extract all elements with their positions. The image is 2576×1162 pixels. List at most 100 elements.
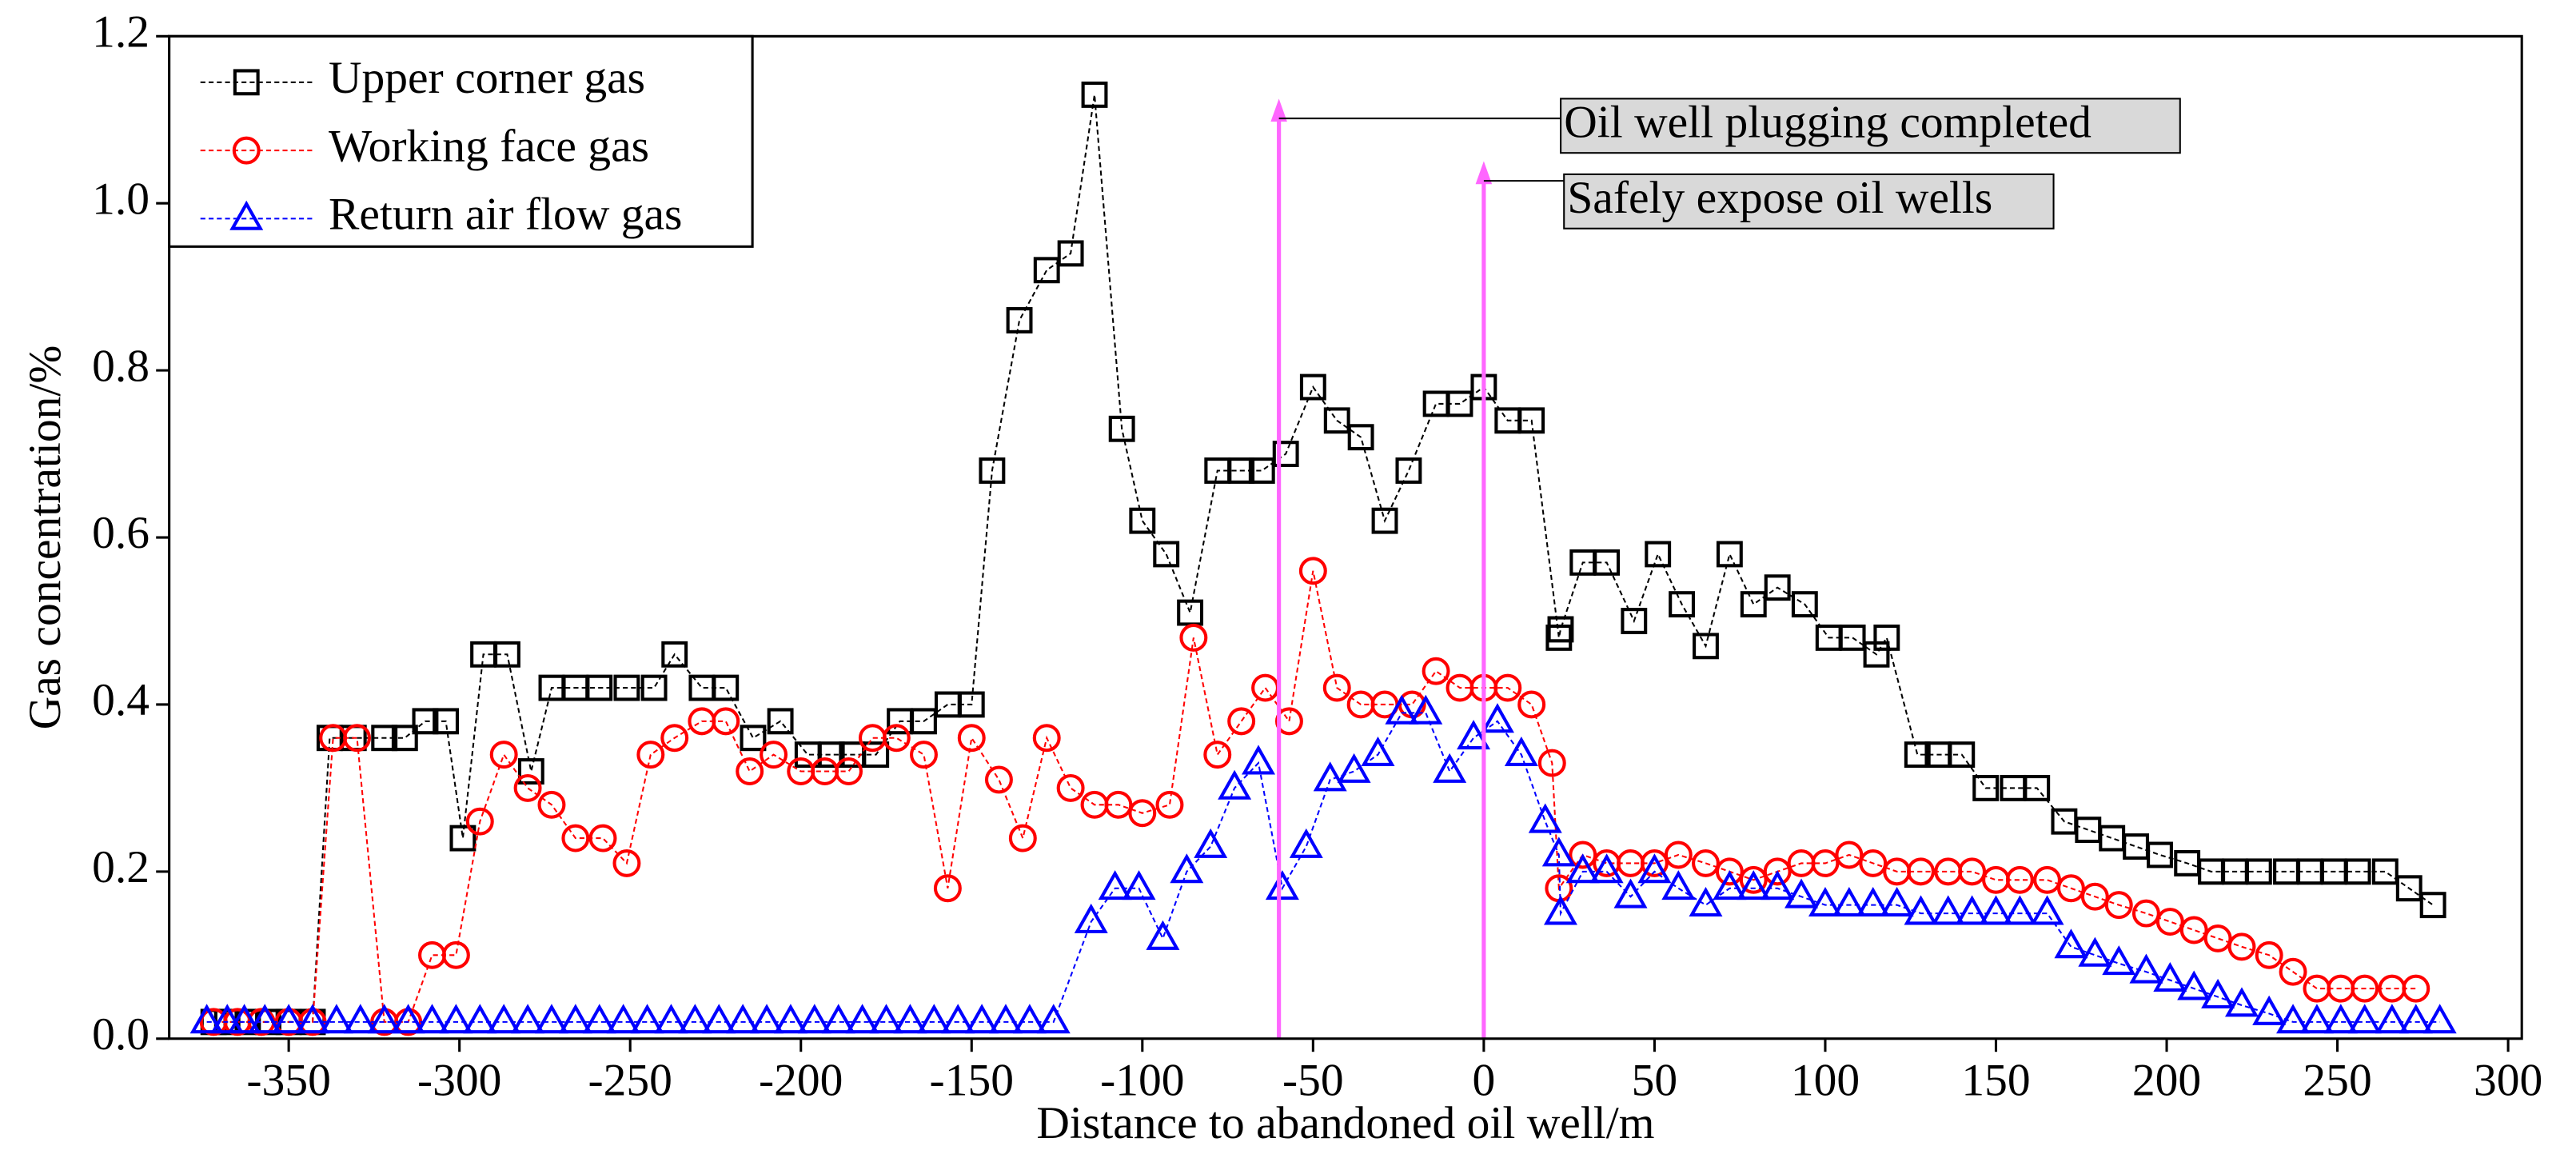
marker bbox=[1856, 886, 1890, 917]
marker bbox=[630, 1004, 664, 1034]
marker bbox=[1218, 769, 1252, 800]
marker bbox=[988, 1004, 1023, 1034]
marker bbox=[1955, 895, 1989, 925]
marker bbox=[1693, 633, 1719, 660]
marker bbox=[1177, 599, 1204, 626]
marker bbox=[1006, 307, 1033, 333]
marker bbox=[1880, 886, 1914, 917]
x-tick-label: 50 bbox=[1632, 1056, 1678, 1106]
marker bbox=[517, 758, 544, 785]
marker bbox=[489, 741, 518, 769]
marker bbox=[2422, 1004, 2457, 1034]
marker bbox=[1457, 720, 1491, 750]
marker bbox=[740, 725, 767, 752]
legend-label: Working face gas bbox=[329, 121, 649, 171]
marker bbox=[1545, 624, 1573, 651]
marker bbox=[210, 1004, 245, 1034]
marker bbox=[1179, 623, 1208, 652]
marker bbox=[487, 1004, 521, 1034]
marker bbox=[2419, 892, 2446, 919]
marker bbox=[767, 708, 794, 735]
marker bbox=[1228, 457, 1255, 484]
marker bbox=[439, 1004, 473, 1034]
marker bbox=[391, 1004, 425, 1034]
marker bbox=[1194, 828, 1228, 858]
marker bbox=[367, 1004, 401, 1034]
marker bbox=[1904, 895, 1938, 925]
marker bbox=[1528, 803, 1562, 833]
marker bbox=[1808, 886, 1842, 917]
marker bbox=[1056, 773, 1085, 802]
marker bbox=[1337, 753, 1371, 783]
marker bbox=[1664, 841, 1693, 869]
marker bbox=[661, 641, 688, 668]
legend-label: Return air flow gas bbox=[329, 190, 682, 240]
marker bbox=[1716, 541, 1743, 568]
marker bbox=[1541, 837, 1576, 867]
marker bbox=[1873, 624, 1900, 651]
marker bbox=[612, 849, 641, 877]
marker bbox=[441, 940, 470, 969]
y-tick-label: 1.2 bbox=[92, 7, 150, 58]
marker bbox=[917, 1004, 951, 1034]
marker bbox=[1518, 407, 1545, 434]
marker bbox=[2078, 936, 2112, 967]
marker bbox=[1289, 828, 1323, 858]
marker bbox=[1008, 824, 1037, 853]
marker bbox=[1811, 849, 1840, 877]
marker bbox=[588, 824, 617, 853]
marker bbox=[869, 1004, 903, 1034]
marker bbox=[1036, 1004, 1071, 1034]
marker bbox=[1298, 557, 1327, 585]
marker bbox=[248, 1004, 282, 1034]
x-tick-label: -50 bbox=[1282, 1056, 1344, 1106]
marker bbox=[2227, 932, 2256, 961]
marker bbox=[1012, 1004, 1047, 1034]
marker bbox=[1640, 849, 1669, 877]
marker bbox=[2399, 1004, 2433, 1034]
marker bbox=[2279, 957, 2307, 986]
legend-marker bbox=[229, 200, 264, 230]
y-tick-label: 0.2 bbox=[92, 842, 150, 892]
plot-frame bbox=[168, 34, 2523, 1040]
legend-box bbox=[168, 34, 754, 248]
marker bbox=[965, 1004, 999, 1034]
marker bbox=[1958, 857, 1987, 886]
marker bbox=[2402, 974, 2430, 1003]
legend-label: Upper corner gas bbox=[329, 53, 645, 103]
marker bbox=[1322, 673, 1351, 702]
marker bbox=[2104, 891, 2133, 920]
marker bbox=[2276, 1004, 2311, 1034]
marker bbox=[1791, 591, 1818, 618]
annotation-text: Safely expose oil wells bbox=[1567, 173, 1992, 223]
marker bbox=[465, 807, 494, 836]
marker bbox=[511, 1004, 545, 1034]
annotation-text: Oil well plugging completed bbox=[1564, 98, 2092, 148]
marker bbox=[893, 1004, 927, 1034]
x-tick-label: 0 bbox=[1473, 1056, 1496, 1106]
marker bbox=[2102, 945, 2136, 976]
marker bbox=[736, 757, 764, 785]
marker bbox=[1248, 457, 1275, 484]
marker bbox=[1569, 841, 1597, 869]
marker bbox=[1409, 694, 1443, 725]
marker bbox=[712, 674, 740, 701]
marker bbox=[882, 724, 911, 753]
marker bbox=[1904, 741, 1931, 769]
marker bbox=[1784, 878, 1819, 908]
marker bbox=[1637, 853, 1672, 884]
marker bbox=[1835, 841, 1864, 869]
y-tick-label: 1.0 bbox=[92, 174, 150, 224]
marker bbox=[343, 724, 372, 753]
marker bbox=[343, 1004, 377, 1034]
marker bbox=[1081, 81, 1108, 108]
arrow-head bbox=[1270, 98, 1287, 122]
y-tick-label: 0.4 bbox=[92, 675, 150, 725]
marker bbox=[1859, 849, 1888, 877]
marker bbox=[660, 724, 689, 753]
annotation-box bbox=[1563, 173, 2055, 230]
marker bbox=[433, 708, 460, 735]
marker bbox=[863, 741, 890, 769]
marker bbox=[1395, 457, 1422, 484]
